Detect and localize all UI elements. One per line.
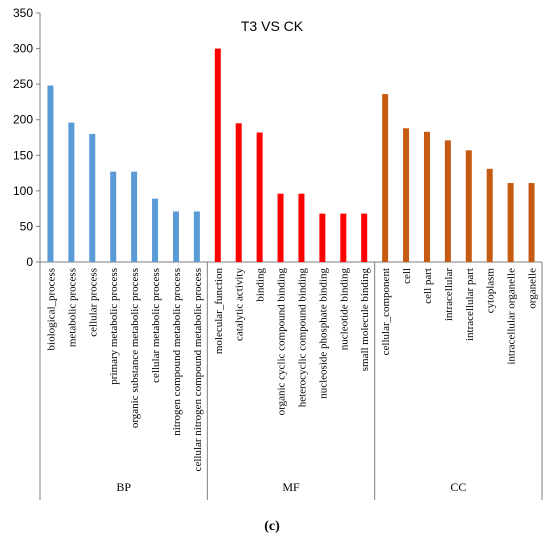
bar bbox=[382, 94, 389, 262]
bar bbox=[152, 198, 159, 262]
bar bbox=[319, 213, 326, 262]
y-tick-label: 200 bbox=[13, 113, 33, 127]
category-label: organic substance metabolic process bbox=[129, 268, 141, 428]
category-label: nucleoside phosphate binding bbox=[317, 268, 329, 399]
bar bbox=[298, 193, 305, 262]
bar bbox=[528, 183, 535, 262]
y-tick-label: 250 bbox=[13, 77, 33, 91]
y-tick-label: 350 bbox=[13, 6, 33, 20]
bar bbox=[340, 213, 347, 262]
category-label: cell bbox=[401, 268, 413, 284]
bar bbox=[486, 168, 493, 262]
bar bbox=[277, 193, 284, 262]
chart-title: T3 VS CK bbox=[241, 18, 304, 34]
group-label: CC bbox=[450, 480, 466, 494]
bar bbox=[444, 140, 451, 262]
bar bbox=[507, 183, 514, 262]
y-tick-label: 0 bbox=[26, 255, 33, 269]
category-label: organelle bbox=[527, 268, 539, 309]
category-label: primary metabolic process bbox=[108, 268, 120, 385]
bar bbox=[423, 131, 430, 262]
group-label: BP bbox=[116, 480, 131, 494]
category-label: biological_process bbox=[45, 268, 57, 350]
axes: 0 50 100 150 200 250 300 350 bbox=[13, 6, 543, 500]
bar bbox=[131, 171, 138, 262]
bar bbox=[465, 150, 472, 262]
category-label: intracellular part bbox=[464, 268, 476, 341]
category-labels: biological_process metabolic process cellu… bbox=[45, 268, 538, 494]
category-label: intracellular organelle bbox=[506, 268, 518, 365]
category-label: cellular nitrogen compound metabolic pro… bbox=[192, 268, 204, 471]
group-label: MF bbox=[282, 480, 300, 494]
category-label: cell part bbox=[422, 268, 434, 304]
bar bbox=[172, 211, 179, 262]
category-label: molecular_function bbox=[213, 268, 225, 355]
bar bbox=[235, 123, 242, 263]
y-tick-label: 100 bbox=[13, 184, 33, 198]
category-label: metabolic process bbox=[66, 268, 78, 347]
category-label: intracellular bbox=[443, 268, 455, 321]
category-label: heterocyclic compound binding bbox=[296, 268, 308, 408]
figure-caption: (c) bbox=[264, 519, 280, 534]
category-label: cytoplasm bbox=[485, 268, 497, 314]
category-label: binding bbox=[255, 268, 267, 302]
category-label: small molecule binding bbox=[359, 268, 371, 372]
bar bbox=[193, 211, 200, 262]
bar bbox=[47, 85, 54, 263]
bar bbox=[89, 133, 96, 262]
category-label: nucleotide binding bbox=[338, 268, 350, 351]
bar bbox=[256, 132, 263, 262]
category-label: cellular_component bbox=[380, 268, 392, 355]
bar bbox=[214, 48, 221, 263]
category-label: cellular metabolic process bbox=[150, 268, 162, 383]
category-label: catalytic activity bbox=[234, 268, 246, 341]
category-label: organic cyclic compound binding bbox=[276, 268, 288, 416]
y-tick-label: 150 bbox=[13, 148, 33, 162]
bar bbox=[403, 128, 410, 262]
bar bbox=[68, 122, 75, 262]
bars bbox=[47, 48, 535, 263]
category-label: cellular process bbox=[87, 268, 99, 337]
bar bbox=[361, 213, 368, 262]
y-tick-label: 300 bbox=[13, 42, 33, 56]
y-tick-label: 50 bbox=[20, 219, 34, 233]
bar bbox=[110, 171, 117, 262]
category-label: nitrogen compound metabolic process bbox=[171, 268, 183, 436]
